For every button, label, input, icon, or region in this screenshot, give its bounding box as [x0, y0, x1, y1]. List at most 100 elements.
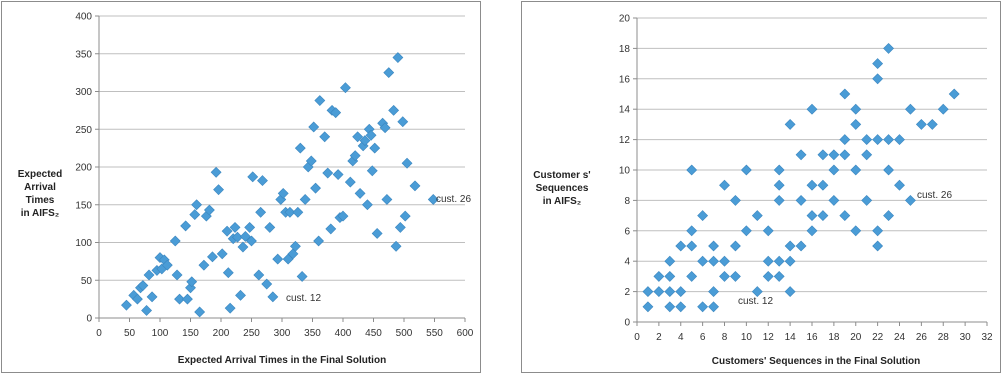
data-point — [222, 267, 234, 279]
data-point — [330, 107, 342, 119]
data-point — [121, 299, 132, 311]
data-point — [401, 157, 413, 169]
chart-panel-customer-sequences: 0 2 4 6 8 10 12 14 16 18 20 0 2 4 6 8 10 12 14 16 18 20 22 24 26… — [521, 1, 1001, 373]
data-point — [697, 255, 709, 267]
data-point — [872, 225, 884, 237]
data-point — [740, 225, 752, 237]
data-point — [369, 142, 381, 154]
data-point — [806, 210, 818, 222]
data-point — [883, 42, 894, 54]
data-point — [773, 164, 785, 176]
data-point — [390, 240, 402, 252]
data-point — [872, 73, 884, 85]
y-tick-label: 12 — [619, 135, 631, 146]
data-point — [310, 182, 321, 194]
data-point — [388, 104, 400, 116]
y-tick-label: 300 — [75, 87, 92, 98]
data-point — [229, 221, 241, 233]
y-axis-title-line-1: Expected — [18, 169, 62, 180]
data-point — [213, 184, 224, 196]
data-point — [719, 270, 730, 282]
x-tick-label: 100 — [152, 328, 169, 339]
data-point — [861, 194, 873, 206]
data-point — [332, 169, 344, 180]
data-point — [773, 255, 785, 267]
data-point — [216, 248, 228, 260]
y-tick-label: 16 — [619, 74, 631, 85]
data-point — [337, 210, 349, 222]
data-point — [828, 194, 840, 206]
y-tick-label: 2 — [624, 287, 630, 298]
data-point — [817, 149, 829, 161]
data-point — [399, 210, 411, 222]
data-point — [905, 194, 916, 206]
x-tick-label: 4 — [678, 332, 684, 343]
data-point — [244, 221, 256, 233]
data-point — [839, 88, 851, 100]
y-axis-title-line-3: in AIFS₂ — [543, 196, 582, 207]
data-point — [237, 241, 249, 253]
x-tick-label: 150 — [182, 328, 199, 339]
data-point — [915, 118, 927, 130]
y-axis-title-line-4: in AIFS₂ — [21, 208, 60, 219]
data-point — [905, 103, 916, 115]
data-point — [137, 280, 149, 291]
data-point — [708, 240, 719, 252]
annotation-cust-26: cust. 26 — [917, 190, 952, 201]
data-point — [883, 210, 894, 222]
data-point — [653, 286, 665, 298]
data-point — [365, 129, 377, 141]
data-point — [352, 131, 364, 143]
data-point — [642, 286, 654, 298]
data-point — [313, 235, 325, 247]
x-tick-label: 32 — [981, 332, 993, 343]
data-point — [784, 240, 796, 252]
annotation-cust-26: cust. 26 — [436, 194, 471, 205]
y-axis-title-line-2: Sequences — [536, 183, 589, 194]
data-point — [371, 228, 383, 239]
data-point — [189, 209, 201, 220]
data-point — [872, 58, 884, 70]
data-point — [299, 194, 311, 205]
x-tick-label: 250 — [243, 328, 260, 339]
y-tick-label: 18 — [619, 44, 631, 55]
y-axis-title-line-2: Arrival — [24, 182, 56, 193]
data-point — [708, 286, 719, 298]
scatter-chart-expected-arrival-times: 0 50 100 150 200 250 300 350 400 0 50 100 150 200 250 3… — [18, 12, 474, 367]
data-point — [850, 225, 862, 237]
data-point — [171, 269, 183, 281]
data-point — [839, 149, 851, 161]
data-point — [883, 164, 894, 176]
data-point — [235, 289, 246, 301]
x-tick-label: 6 — [700, 332, 706, 343]
data-point — [143, 269, 155, 281]
data-point — [383, 67, 395, 79]
data-point — [773, 179, 785, 191]
data-point — [806, 103, 818, 115]
data-point — [697, 210, 709, 222]
data-point — [210, 166, 222, 178]
data-point — [257, 175, 268, 187]
data-point — [883, 134, 894, 146]
data-point — [664, 286, 676, 298]
data-point — [795, 194, 807, 206]
annotation-cust-12: cust. 12 — [286, 293, 321, 304]
data-point — [349, 150, 361, 162]
y-tick-label: 350 — [75, 49, 92, 60]
data-point — [232, 231, 243, 243]
data-point — [182, 293, 193, 305]
data-point — [861, 134, 873, 146]
data-point — [354, 188, 366, 199]
data-point — [675, 301, 687, 313]
data-point — [319, 131, 331, 143]
data-point — [817, 210, 829, 222]
annotation-cust-12: cust. 12 — [738, 296, 773, 307]
data-point — [186, 276, 198, 288]
data-point — [261, 278, 273, 290]
y-tick-label: 400 — [75, 12, 92, 23]
data-point — [146, 291, 158, 303]
y-tick-label: 250 — [75, 125, 92, 136]
data-point — [686, 225, 698, 237]
data-point — [730, 240, 741, 252]
data-point — [379, 122, 391, 134]
